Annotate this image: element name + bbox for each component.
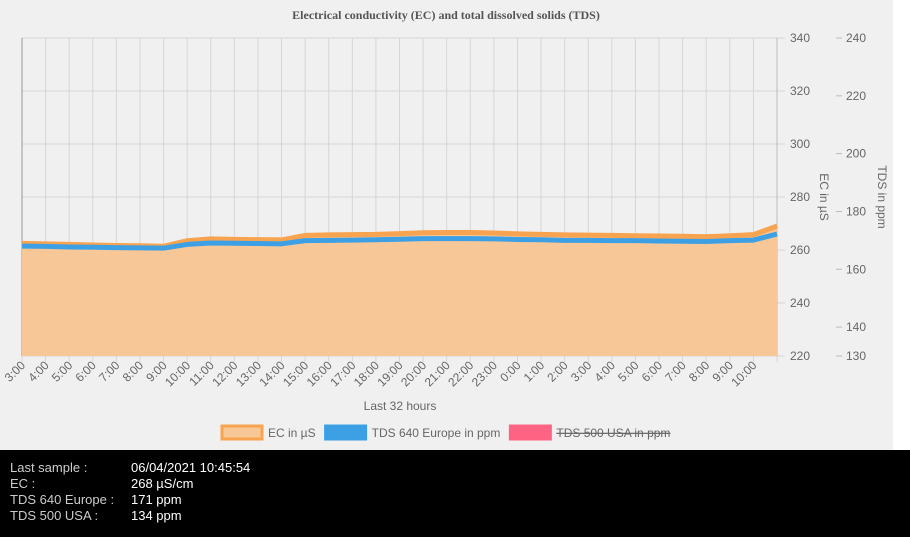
x-tick-label: 7:00 (662, 358, 689, 385)
x-tick-label: 3:00 (2, 358, 29, 385)
status-row: TDS 500 USA : 134 ppm (0, 508, 910, 524)
x-tick-label: 5:00 (49, 358, 76, 385)
y-tick-label: 340 (790, 31, 810, 45)
x-tick-label: 13:00 (233, 358, 264, 389)
x-tick-label: 15:00 (280, 358, 311, 389)
x-tick-label: 8:00 (686, 358, 713, 385)
status-panel: Last sample : 06/04/2021 10:45:54 EC : 268 … (0, 450, 910, 537)
y-tick-label: 320 (790, 84, 810, 98)
legend-label: TDS 640 Europe in ppm (372, 426, 501, 440)
x-tick-label: 2:00 (544, 358, 571, 385)
status-value: 06/04/2021 10:45:54 (131, 460, 251, 475)
x-tick-label: 1:00 (521, 358, 548, 385)
legend-swatch (508, 424, 552, 441)
y-tick-label: 240 (790, 296, 810, 310)
x-tick-label: 7:00 (96, 358, 123, 385)
x-tick-label: 10:00 (728, 358, 759, 389)
status-row: Last sample : 06/04/2021 10:45:54 (0, 460, 910, 476)
x-tick-label: 10:00 (162, 358, 193, 389)
y2-tick-label: 130 (846, 349, 866, 363)
x-tick-label: 4:00 (25, 358, 52, 385)
chart-title: Electrical conductivity (EC) and total d… (292, 8, 600, 22)
x-tick-label: 20:00 (398, 358, 429, 389)
x-tick-label: 14:00 (257, 358, 288, 389)
y-tick-label: 260 (790, 243, 810, 257)
x-tick-label: 23:00 (469, 358, 500, 389)
line (21, 231, 778, 251)
x-tick-label: 4:00 (592, 358, 619, 385)
status-label: TDS 500 USA : (10, 508, 99, 523)
x-tick-label: 6:00 (72, 358, 99, 385)
x-tick-label: 19:00 (374, 358, 405, 389)
x-axis-title: Last 32 hours (364, 399, 437, 413)
y2-tick-label: 220 (846, 89, 866, 103)
x-tick-label: 18:00 (351, 358, 382, 389)
x-tick-label: 16:00 (304, 358, 335, 389)
x-tick-label: 3:00 (568, 358, 595, 385)
x-tick-label: 6:00 (639, 358, 666, 385)
area (22, 226, 777, 356)
status-value: 171 ppm (131, 492, 182, 507)
y2-tick-label: 200 (846, 147, 866, 161)
x-tick-label: 11:00 (186, 358, 217, 389)
status-label: EC : (10, 476, 36, 491)
status-label: TDS 640 Europe : (10, 492, 115, 507)
status-row: TDS 640 Europe : 171 ppm (0, 492, 910, 508)
legend-label: TDS 500 USA in ppm (556, 426, 670, 440)
legend-swatch (324, 424, 368, 441)
status-value: 134 ppm (131, 508, 182, 523)
y2-tick-label: 140 (846, 320, 866, 334)
status-row: EC : 268 µS/cm (0, 476, 910, 492)
legend-label: EC in µS (268, 426, 316, 440)
x-tick-label: 21:00 (422, 358, 453, 389)
status-value: 268 µS/cm (131, 476, 194, 491)
y-tick-label: 300 (790, 137, 810, 151)
y2-axis-title: TDS in ppm (875, 165, 889, 228)
y2-tick-label: 180 (846, 204, 866, 218)
chart: Electrical conductivity (EC) and total d… (2, 8, 889, 441)
y2-tick-label: 240 (846, 31, 866, 45)
y-tick-label: 220 (790, 349, 810, 363)
x-tick-label: 5:00 (615, 358, 642, 385)
x-tick-label: 8:00 (120, 358, 147, 385)
chart-area: Electrical conductivity (EC) and total d… (0, 0, 893, 450)
x-tick-label: 17:00 (327, 358, 358, 389)
x-tick-label: 0:00 (497, 358, 524, 385)
y2-tick-label: 160 (846, 262, 866, 276)
x-tick-label: 12:00 (209, 358, 240, 389)
x-tick-label: 22:00 (445, 358, 476, 389)
status-label: Last sample : (10, 460, 88, 475)
y-axis-title: EC in µS (817, 173, 831, 221)
legend-swatch (220, 424, 264, 441)
y-tick-label: 280 (790, 190, 810, 204)
